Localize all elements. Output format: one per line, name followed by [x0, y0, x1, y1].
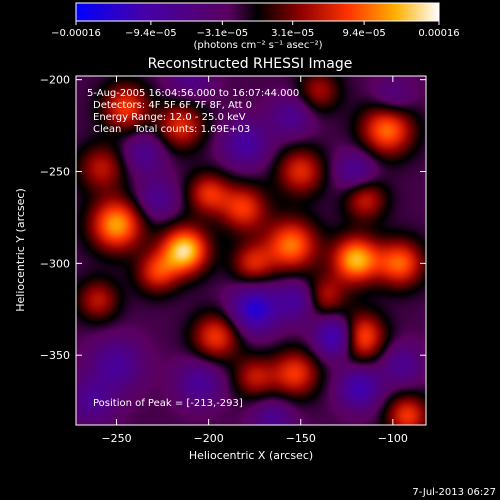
x-tick-label: −200: [194, 432, 224, 445]
tick-labels: −250 −200 −150 −100 −200 −250 −300 −350: [40, 74, 408, 445]
colorbar-tick-label: −9.4e−05: [125, 28, 177, 39]
annotation-block: 5-Aug-2005 16:04:56.000 to 16:07:44.000 …: [87, 88, 299, 409]
colorbar-tick-label: 0.00016: [418, 28, 459, 39]
colorbar-tick-label: −3.1e−05: [197, 28, 249, 39]
colorbar-ticks: −0.00016 −9.4e−05 −3.1e−05 3.1e−05 9.4e−05 0.…: [51, 21, 460, 39]
annotation-time-range: 5-Aug-2005 16:04:56.000 to 16:07:44.000: [87, 88, 299, 99]
timestamp: 7-Jul-2013 06:27: [412, 487, 496, 498]
colorbar-tick-label: 9.4e−05: [343, 28, 386, 39]
colorbar-tick-label: 3.1e−05: [271, 28, 314, 39]
annotation-detectors: Detectors: 4F 5F 6F 7F 8F, Att 0: [93, 100, 252, 111]
plot-area: −250 −200 −150 −100 −200 −250 −300 −350: [40, 74, 427, 445]
colorbar: −0.00016 −9.4e−05 −3.1e−05 3.1e−05 9.4e−05 0.…: [51, 2, 460, 51]
y-axis-label: Heliocentric Y (arcsec): [14, 188, 27, 312]
x-axis-label: Heliocentric X (arcsec): [189, 449, 313, 462]
y-tick-label: −350: [40, 349, 70, 362]
chart-title: Reconstructed RHESSI Image: [148, 56, 353, 72]
x-tick-label: −150: [286, 432, 316, 445]
colorbar-gradient: [75, 2, 440, 22]
heatmap-image: [76, 76, 426, 425]
y-tick-label: −300: [40, 257, 70, 270]
annotation-energy-range: Energy Range: 12.0 - 25.0 keV: [93, 112, 246, 123]
annotation-clean-counts: Clean Total counts: 1.69E+03: [93, 124, 250, 135]
colorbar-unit-label: (photons cm⁻² s⁻¹ asec⁻²): [193, 40, 322, 51]
x-tick-label: −100: [378, 432, 408, 445]
y-tick-label: −200: [40, 74, 70, 87]
x-tick-label: −250: [101, 432, 131, 445]
axis-ticks: [76, 76, 426, 425]
peak-position-label: Position of Peak = [-213,-293]: [93, 398, 243, 409]
colorbar-tick-label: −0.00016: [51, 28, 101, 39]
y-tick-label: −250: [40, 166, 70, 179]
plot-frame: [75, 75, 427, 426]
